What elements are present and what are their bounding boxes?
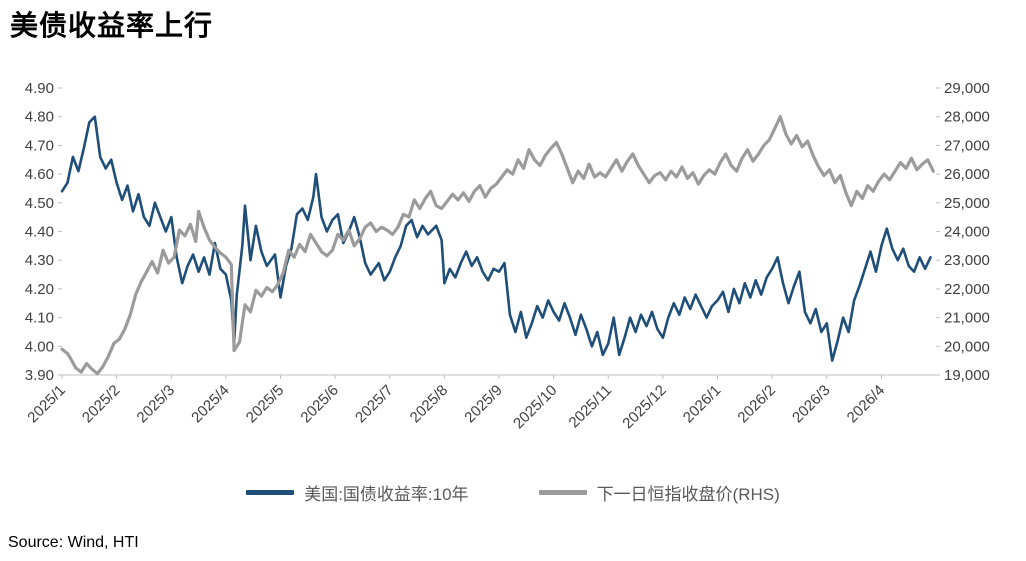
y-axis-right-label: 22,000 xyxy=(944,281,990,298)
x-axis-label: 2025/11 xyxy=(566,382,616,432)
legend-item-yield: 美国:国债收益率:10年 xyxy=(246,480,469,505)
y-axis-left-label: 4.90 xyxy=(25,80,54,97)
y-axis-right-label: 26,000 xyxy=(944,166,990,183)
series-line-yield xyxy=(60,115,932,362)
y-axis-right-label: 19,000 xyxy=(944,367,990,384)
series-line-hsi xyxy=(60,115,935,376)
y-axis-right-label: 28,000 xyxy=(944,109,990,126)
y-axis-left-label: 4.60 xyxy=(25,166,54,183)
x-axis-label: 2025/6 xyxy=(297,382,341,426)
y-axis-right-label: 20,000 xyxy=(944,338,990,355)
x-axis-label: 2025/9 xyxy=(461,382,505,426)
x-axis-label: 2025/5 xyxy=(243,382,287,426)
x-axis-label: 2025/1 xyxy=(24,382,68,426)
x-axis-label: 2025/7 xyxy=(352,382,396,426)
legend-label-yield: 美国:国债收益率:10年 xyxy=(304,485,469,504)
y-axis-left-label: 4.50 xyxy=(25,195,54,212)
y-axis-right-label: 29,000 xyxy=(944,80,990,97)
chart-title: 美债收益率上行 xyxy=(10,11,214,42)
y-axis-right-label: 21,000 xyxy=(944,310,990,327)
x-axis-label: 2025/12 xyxy=(619,382,669,432)
x-axis-label: 2025/2 xyxy=(79,382,123,426)
y-axis-left-label: 4.10 xyxy=(25,310,54,327)
source-note: Source: Wind, HTI xyxy=(8,534,139,551)
x-axis-label: 2026/3 xyxy=(789,382,833,426)
y-axis-right-label: 27,000 xyxy=(944,137,990,154)
legend-item-hsi: 下一日恒指收盘价(RHS) xyxy=(538,480,780,505)
legend-swatch-yield xyxy=(246,490,295,495)
x-axis-label: 2025/10 xyxy=(510,382,560,432)
y-axis-left-label: 4.00 xyxy=(25,338,54,355)
y-axis-right-label: 25,000 xyxy=(944,195,990,212)
x-axis-label: 2025/8 xyxy=(407,382,451,426)
y-axis-left-label: 3.90 xyxy=(25,367,54,384)
x-axis-label: 2025/4 xyxy=(188,382,232,426)
y-axis-left-label: 4.80 xyxy=(25,109,54,126)
x-axis-label: 2026/4 xyxy=(844,382,888,426)
y-axis-left-label: 4.30 xyxy=(25,252,54,269)
x-axis-label: 2025/3 xyxy=(134,382,178,426)
legend-label-hsi: 下一日恒指收盘价(RHS) xyxy=(596,485,780,504)
x-axis-label: 2026/1 xyxy=(680,382,724,426)
x-axis-label: 2026/2 xyxy=(734,382,778,426)
y-axis-right-label: 24,000 xyxy=(944,224,990,241)
y-axis-left-label: 4.20 xyxy=(25,281,54,298)
dual-axis-line-chart: 4.90 4.80 4.70 4.60 4.50 4.40 4.30 4.20 4.10 4.00… xyxy=(24,80,990,432)
legend-swatch-hsi xyxy=(538,490,587,495)
y-axis-left-label: 4.70 xyxy=(25,137,54,154)
chart-legend: 美国:国债收益率:10年 下一日恒指收盘价(RHS) xyxy=(0,480,1026,505)
y-axis-right-label: 23,000 xyxy=(944,252,990,269)
y-axis-left-label: 4.40 xyxy=(25,224,54,241)
